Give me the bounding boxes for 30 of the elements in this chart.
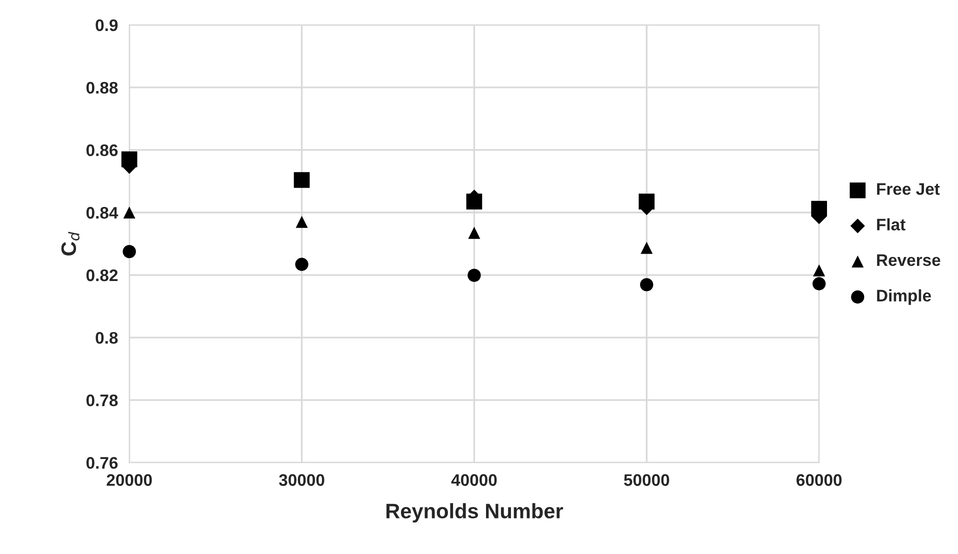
legend-label: Dimple xyxy=(877,289,931,305)
y-tick-label: 0.8 xyxy=(96,332,118,344)
x-tick-label: 30000 xyxy=(278,474,324,486)
point xyxy=(468,226,480,239)
point xyxy=(122,244,136,258)
legend-label: Flat xyxy=(877,218,906,230)
x-tick-label: 20000 xyxy=(106,474,152,486)
x-tick-label: 40000 xyxy=(451,474,497,486)
x-tick-label: 60000 xyxy=(796,474,842,486)
y-axis-title: C$_{d}$ xyxy=(61,232,80,256)
y-tick-label: 0.78 xyxy=(86,394,118,406)
x-tick-label: 50000 xyxy=(624,474,670,486)
point xyxy=(296,216,308,228)
y-tick-label: 0.76 xyxy=(86,456,118,469)
legend-label: Free Jet xyxy=(877,183,940,195)
point xyxy=(294,172,310,188)
point xyxy=(812,277,826,290)
y-tick-label: 0.82 xyxy=(86,269,118,282)
point xyxy=(640,242,653,254)
point xyxy=(640,278,654,292)
y-tick-label: 0.9 xyxy=(96,19,118,32)
y-tick-label: 0.86 xyxy=(86,144,118,156)
point xyxy=(813,264,826,276)
legend-label: Reverse xyxy=(877,254,940,266)
y-tick-label: 0.88 xyxy=(86,82,118,94)
y-tick-label: 0.84 xyxy=(86,206,118,219)
point xyxy=(468,268,481,282)
point xyxy=(295,258,308,271)
point xyxy=(123,206,136,219)
x-axis-title: Reynolds Number xyxy=(386,503,564,523)
